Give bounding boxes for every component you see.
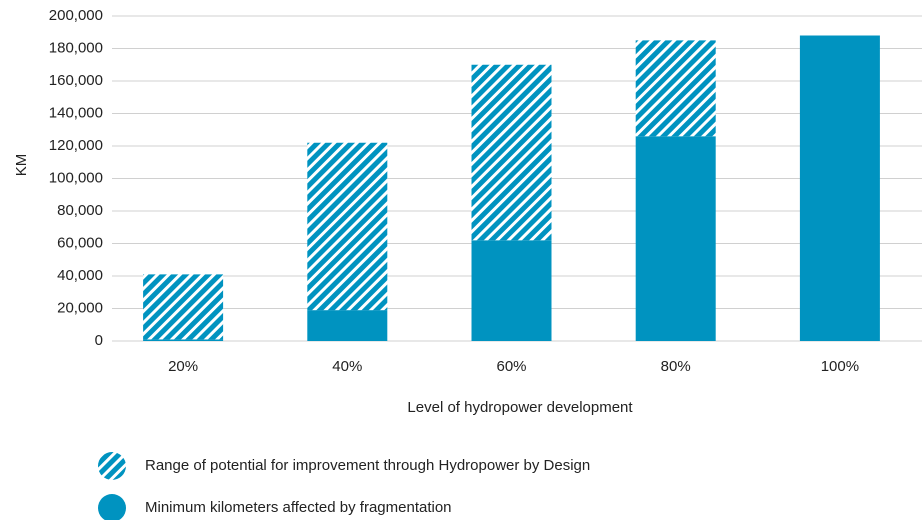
x-tick-label: 60%	[496, 358, 526, 375]
y-tick-label: 20,000	[57, 299, 103, 316]
y-tick-label: 40,000	[57, 267, 103, 284]
bar-segment	[143, 339, 224, 341]
y-tick-label: 140,000	[49, 104, 103, 121]
legend-swatch	[98, 494, 126, 520]
bar-segment	[307, 310, 388, 341]
x-axis-label: Level of hydropower development	[407, 399, 633, 416]
y-tick-label: 160,000	[49, 72, 103, 89]
bar-segment	[471, 240, 552, 341]
legend-label: Range of potential for improvement throu…	[145, 457, 590, 474]
legend-swatch	[98, 452, 126, 480]
y-tick-label: 120,000	[49, 137, 103, 154]
y-axis-label: KM	[13, 154, 30, 177]
y-tick-label: 180,000	[49, 39, 103, 56]
x-tick-label: 80%	[661, 358, 691, 375]
y-tick-label: 80,000	[57, 202, 103, 219]
y-tick-label: 0	[95, 332, 103, 349]
bar-segment	[635, 136, 716, 341]
bar-segment	[799, 35, 880, 341]
x-tick-label: 20%	[168, 358, 198, 375]
bar-segment	[143, 274, 224, 340]
y-tick-label: 60,000	[57, 234, 103, 251]
x-tick-label: 100%	[821, 358, 859, 375]
bar-segment	[307, 142, 388, 311]
legend-label: Minimum kilometers affected by fragmenta…	[145, 499, 452, 516]
y-tick-label: 100,000	[49, 169, 103, 186]
y-tick-label: 200,000	[49, 7, 103, 24]
bar-segment	[471, 64, 552, 241]
bar-segment	[635, 40, 716, 137]
x-tick-label: 40%	[332, 358, 362, 375]
